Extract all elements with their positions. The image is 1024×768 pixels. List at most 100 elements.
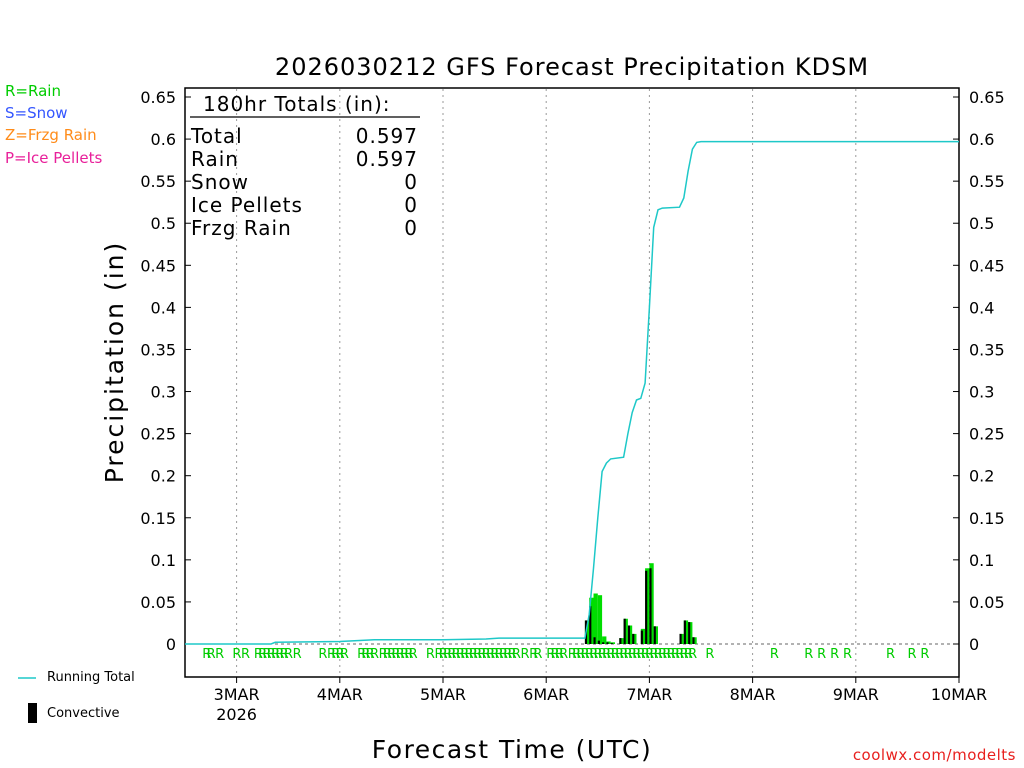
running-total-line [185, 140, 959, 645]
rain-marker: R [254, 647, 263, 662]
rain-marker: R [546, 647, 555, 662]
rain-marker: R [207, 647, 216, 662]
rain-marker: R [465, 647, 474, 662]
y-axis-label: Precipitation (in) [100, 241, 129, 484]
rain-marker: R [486, 647, 495, 662]
rain-marker: R [452, 647, 461, 662]
rain-marker: R [594, 647, 603, 662]
rain-marker: R [533, 647, 542, 662]
legend-ice-pellets: P=Ice Pellets [5, 149, 103, 167]
rain-marker: R [499, 647, 508, 662]
convective-bar [649, 568, 652, 644]
rain-marker: R [886, 647, 895, 662]
x-axis-label: Forecast Time (UTC) [372, 735, 652, 764]
rain-marker: R [443, 647, 452, 662]
precip-bar [593, 593, 598, 644]
y-tick-label: 0.65 [140, 88, 176, 107]
legend-freezing-rain: Z=Frzg Rain [5, 126, 97, 144]
y-tick-label-right: 0.35 [969, 340, 1005, 359]
x-tick-label: 6MAR [523, 685, 569, 704]
y-axis-right: 0 0.05 0.1 0.15 0.2 0.25 0.3 0.35 0.4 0.45 0.5 0.55… [953, 88, 1005, 654]
legend-snow: S=Snow [5, 104, 68, 122]
rain-marker: R [611, 647, 620, 662]
rain-marker: R [477, 647, 486, 662]
convective-bar [597, 640, 600, 644]
rain-marker: R [907, 647, 916, 662]
rain-marker: R [258, 647, 267, 662]
totals-row-value: 0.597 [356, 124, 418, 148]
rain-marker: R [576, 647, 585, 662]
convective-bar [627, 625, 631, 644]
rain-marker: R [232, 647, 241, 662]
rain-marker: R [336, 647, 345, 662]
rain-marker: R [439, 647, 448, 662]
rain-marker: R [434, 647, 443, 662]
rain-marker: R [568, 647, 577, 662]
rain-marker: R [241, 647, 250, 662]
convective-bar [602, 642, 605, 644]
rain-marker: R [649, 647, 658, 662]
totals-row-label: Snow [191, 170, 249, 194]
y-tick-label: 0.2 [151, 467, 176, 486]
rain-marker: R [215, 647, 224, 662]
convective-bar [683, 620, 686, 644]
y-tick-label-right: 0.6 [969, 130, 994, 149]
rain-marker: R [327, 647, 336, 662]
x-tick-label: 9MAR [833, 685, 879, 704]
rain-marker: R [572, 647, 581, 662]
totals-row-label: Frzg Rain [191, 216, 292, 240]
convective-bar [692, 637, 695, 644]
totals-row-value: 0 [404, 193, 418, 217]
rain-marker: R [654, 647, 663, 662]
convective-bar [645, 570, 648, 644]
convective-bar [589, 606, 592, 644]
rain-marker: R [426, 647, 435, 662]
rain-marker: R [559, 647, 568, 662]
rain-marker: R [340, 647, 349, 662]
rain-marker: R [512, 647, 521, 662]
rain-marker: R [615, 647, 624, 662]
y-tick-label: 0.1 [151, 551, 176, 570]
totals-row-label: Rain [191, 147, 239, 171]
rain-marker: R [624, 647, 633, 662]
rain-marker: R [551, 647, 560, 662]
x-tick-label: 3MAR [214, 685, 260, 704]
rain-marker: R [555, 647, 564, 662]
y-tick-label-right: 0.3 [969, 383, 994, 402]
rain-marker: R [658, 647, 667, 662]
totals-row-value: 0.597 [356, 147, 418, 171]
rain-marker: R [370, 647, 379, 662]
convective-bar [619, 638, 622, 644]
y-tick-label: 0.15 [140, 509, 176, 528]
rain-marker: R [529, 647, 538, 662]
rain-marker: R [705, 647, 714, 662]
rain-marker: R [675, 647, 684, 662]
convective-bar [653, 626, 656, 644]
totals-row-label: Ice Pellets [191, 193, 303, 217]
y-tick-label: 0.25 [140, 425, 176, 444]
rain-marker: R [817, 647, 826, 662]
y-tick-label-right: 0 [969, 635, 979, 654]
y-tick-label-right: 0.25 [969, 425, 1005, 444]
rain-marker: R [641, 647, 650, 662]
rain-marker: R [490, 647, 499, 662]
totals-row-label: Total [190, 124, 243, 148]
rain-marker: R [637, 647, 646, 662]
rain-marker: R [293, 647, 302, 662]
totals-row-value: 0 [404, 170, 418, 194]
rain-marker: R [589, 647, 598, 662]
rain-marker: R [585, 647, 594, 662]
y-tick-label: 0.35 [140, 340, 176, 359]
convective-bar [688, 622, 691, 644]
y-axis-left: 0 0.05 0.1 0.15 0.2 0.25 0.3 0.35 0.4 0.45 0.5 0.55… [140, 88, 191, 654]
y-tick-label-right: 0.05 [969, 593, 1005, 612]
rain-marker: R [460, 647, 469, 662]
y-tick-label-right: 0.5 [969, 214, 994, 233]
precip-bar [602, 636, 607, 644]
rain-marker: R [843, 647, 852, 662]
y-tick-label-right: 0.65 [969, 88, 1005, 107]
y-tick-label-right: 0.45 [969, 256, 1005, 275]
rain-marker: R [667, 647, 676, 662]
convective-bar [610, 643, 613, 644]
